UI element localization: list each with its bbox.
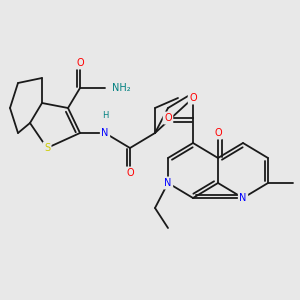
- Text: O: O: [76, 58, 84, 68]
- Text: O: O: [189, 93, 197, 103]
- Text: N: N: [239, 193, 247, 203]
- Text: NH₂: NH₂: [112, 83, 130, 93]
- Text: N: N: [101, 128, 109, 138]
- Text: S: S: [44, 143, 50, 153]
- Text: N: N: [164, 178, 172, 188]
- Text: O: O: [126, 168, 134, 178]
- Text: H: H: [102, 110, 108, 119]
- Text: O: O: [214, 128, 222, 138]
- Text: O: O: [164, 113, 172, 123]
